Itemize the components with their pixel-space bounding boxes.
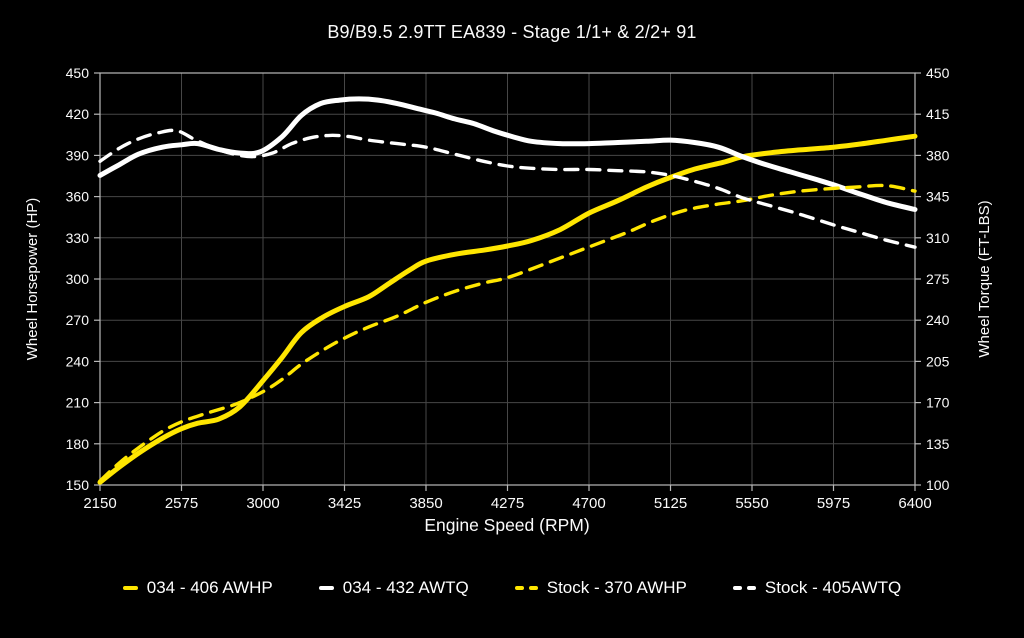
svg-text:5125: 5125 bbox=[654, 495, 687, 512]
axis-ticks bbox=[94, 72, 921, 491]
svg-text:450: 450 bbox=[66, 65, 90, 81]
legend-label: 034 - 432 AWTQ bbox=[342, 578, 469, 597]
svg-text:210: 210 bbox=[66, 395, 90, 411]
legend-item-034-awhp: 034 - 406 AWHP bbox=[122, 578, 273, 598]
legend-label: 034 - 406 AWHP bbox=[146, 578, 273, 597]
svg-text:2575: 2575 bbox=[165, 495, 198, 512]
legend-item-034-awtq: 034 - 432 AWTQ bbox=[318, 578, 469, 598]
svg-text:5975: 5975 bbox=[817, 495, 850, 512]
legend-item-stock-awtq: Stock - 405AWTQ bbox=[732, 578, 902, 598]
svg-text:4700: 4700 bbox=[572, 495, 605, 512]
legend-item-stock-awhp: Stock - 370 AWHP bbox=[514, 578, 687, 598]
svg-text:2150: 2150 bbox=[83, 495, 116, 512]
curve-stock-370-awhp bbox=[98, 183, 917, 483]
svg-text:100: 100 bbox=[926, 477, 950, 493]
svg-text:4275: 4275 bbox=[491, 495, 524, 512]
dashed-white-line-swatch bbox=[732, 586, 756, 590]
tick-labels: 2150 2575 3000 3425 3850 4275 4700 5125 5550 5975… bbox=[66, 65, 950, 512]
svg-text:345: 345 bbox=[926, 189, 950, 205]
solid-white-line-swatch bbox=[318, 586, 334, 590]
svg-text:150: 150 bbox=[66, 477, 90, 493]
svg-text:390: 390 bbox=[66, 147, 90, 163]
dashed-yellow-line-swatch bbox=[514, 586, 538, 590]
legend-label: Stock - 370 AWHP bbox=[546, 578, 687, 597]
svg-text:3850: 3850 bbox=[409, 495, 442, 512]
chart-title: B9/B9.5 2.9TT EA839 - Stage 1/1+ & 2/2+ … bbox=[327, 22, 697, 42]
svg-text:6400: 6400 bbox=[898, 495, 931, 512]
curves bbox=[97, 96, 918, 485]
svg-text:240: 240 bbox=[926, 312, 950, 328]
svg-text:330: 330 bbox=[66, 230, 90, 246]
svg-text:3425: 3425 bbox=[328, 495, 361, 512]
svg-text:3000: 3000 bbox=[246, 495, 279, 512]
svg-text:5550: 5550 bbox=[735, 495, 768, 512]
right-axis-title: Wheel Torque (FT-LBS) bbox=[976, 200, 993, 357]
svg-text:360: 360 bbox=[66, 189, 90, 205]
svg-text:380: 380 bbox=[926, 147, 950, 163]
x-axis-title: Engine Speed (RPM) bbox=[424, 515, 589, 535]
svg-text:205: 205 bbox=[926, 353, 950, 369]
svg-text:420: 420 bbox=[66, 106, 90, 122]
svg-text:135: 135 bbox=[926, 436, 950, 452]
svg-text:240: 240 bbox=[66, 353, 90, 369]
svg-text:450: 450 bbox=[926, 65, 950, 81]
solid-yellow-line-swatch bbox=[122, 586, 138, 590]
svg-text:415: 415 bbox=[926, 106, 950, 122]
curve-034-406-awhp bbox=[97, 133, 918, 485]
svg-text:170: 170 bbox=[926, 395, 950, 411]
chart-legend: 034 - 406 AWHP 034 - 432 AWTQ Stock - 37… bbox=[0, 578, 1024, 598]
svg-text:270: 270 bbox=[66, 312, 90, 328]
svg-text:180: 180 bbox=[66, 436, 90, 452]
svg-text:300: 300 bbox=[66, 271, 90, 287]
svg-text:310: 310 bbox=[926, 230, 950, 246]
left-axis-title: Wheel Horsepower (HP) bbox=[24, 198, 41, 361]
legend-label: Stock - 405AWTQ bbox=[764, 578, 902, 597]
svg-text:275: 275 bbox=[926, 271, 950, 287]
curve-stock-405awtq bbox=[98, 128, 917, 249]
